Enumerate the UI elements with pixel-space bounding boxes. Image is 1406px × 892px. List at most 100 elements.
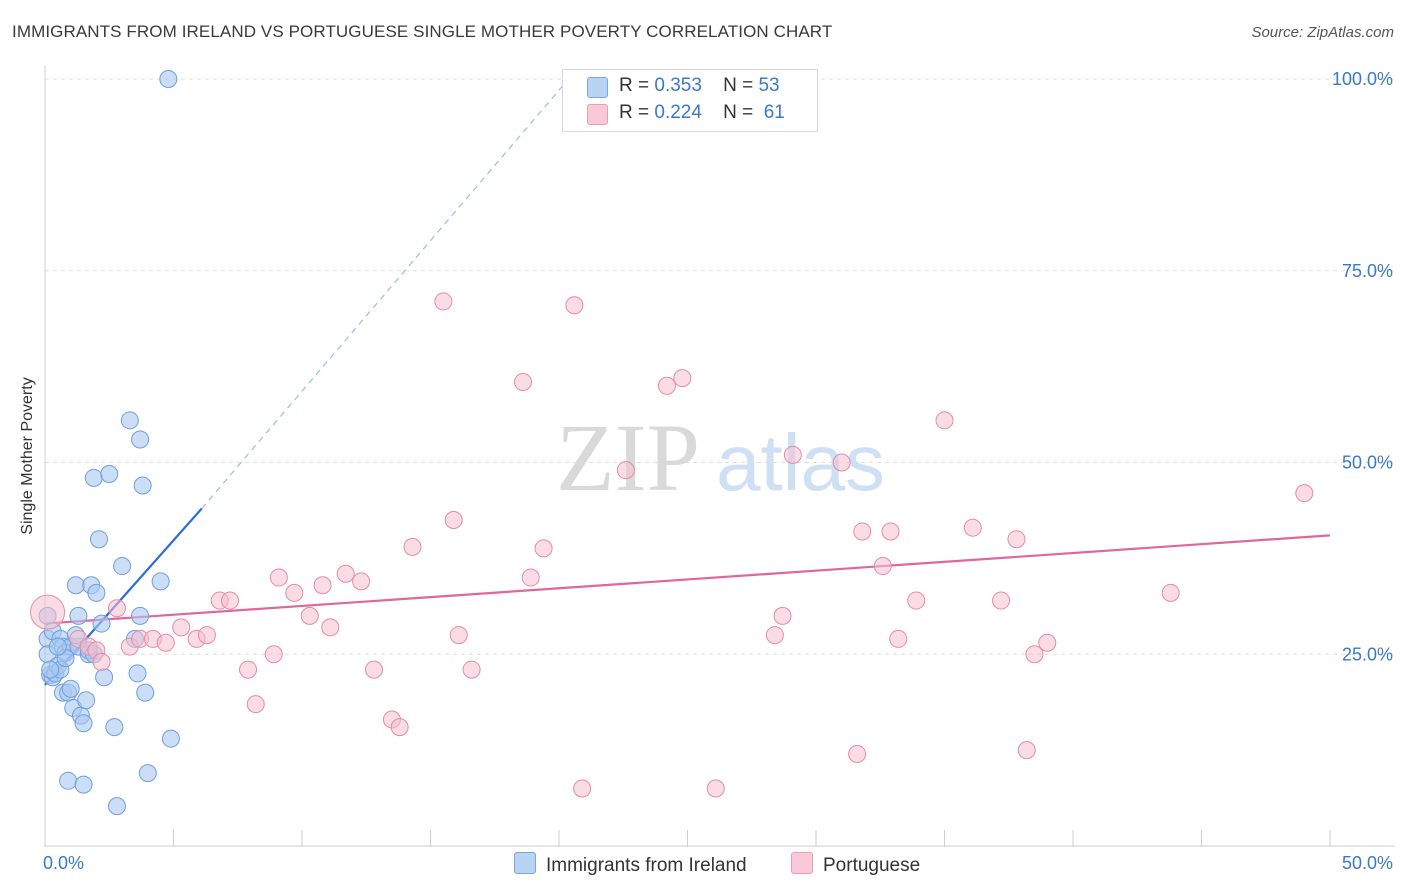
point-immigrants-from-ireland [74, 775, 93, 794]
legend-n-label: N = [723, 75, 754, 96]
point-immigrants-from-ireland [41, 660, 60, 679]
bottom-legend-portuguese: Portuguese [791, 852, 920, 877]
legend-n-value: 53 [758, 75, 780, 96]
point-portuguese [107, 599, 126, 618]
point-portuguese [264, 645, 283, 664]
point-portuguese [992, 591, 1011, 610]
point-immigrants-from-ireland [95, 668, 114, 687]
legend-r-label: R = [619, 75, 650, 96]
point-immigrants-from-ireland [100, 465, 119, 484]
y-tick-label: 75.0% [1342, 261, 1393, 281]
point-immigrants-from-ireland [151, 572, 170, 591]
point-portuguese [92, 652, 111, 671]
point-portuguese [573, 779, 592, 798]
point-portuguese [881, 522, 900, 541]
point-immigrants-from-ireland [136, 683, 155, 702]
legend-r-value: 0.353 [654, 75, 702, 96]
point-portuguese [521, 568, 540, 587]
point-immigrants-from-ireland [128, 664, 147, 683]
bottom-legend-label: Portuguese [823, 855, 921, 876]
bottom-legend-swatch-blue [514, 852, 536, 874]
point-immigrants-from-ireland [105, 718, 124, 737]
point-portuguese [765, 626, 784, 645]
point-portuguese [285, 583, 304, 602]
y-tick-label: 50.0% [1342, 453, 1393, 473]
trend-line-ireland-extrapolated [201, 74, 573, 509]
point-portuguese [1295, 484, 1314, 503]
point-immigrants-from-ireland [107, 797, 126, 816]
point-portuguese [783, 445, 802, 464]
point-immigrants-from-ireland [84, 468, 103, 487]
x-tick-label: 50.0% [1342, 853, 1393, 873]
point-immigrants-from-ireland [131, 430, 150, 449]
point-portuguese [462, 660, 481, 679]
points-portuguese [30, 292, 1314, 798]
point-immigrants-from-ireland [92, 614, 111, 633]
point-portuguese [1017, 741, 1036, 760]
point-portuguese [907, 591, 926, 610]
point-portuguese [706, 779, 725, 798]
point-immigrants-from-ireland [59, 771, 78, 790]
y-tick-label: 100.0% [1332, 69, 1393, 89]
point-immigrants-from-ireland [89, 530, 108, 549]
legend-swatch-blue [587, 77, 608, 98]
point-portuguese [403, 537, 422, 556]
watermark-zip: ZIP [556, 404, 700, 511]
point-portuguese [156, 633, 175, 652]
gridlines [45, 78, 1395, 655]
legend-swatch-pink [587, 104, 608, 125]
bottom-legend-label: Immigrants from Ireland [546, 855, 747, 876]
legend-r-value: 0.224 [654, 102, 702, 123]
point-immigrants-from-ireland [138, 764, 157, 783]
point-portuguese [300, 606, 319, 625]
y-tick-label: 25.0% [1342, 644, 1393, 664]
point-portuguese [321, 618, 340, 637]
x-tick-label: 0.0% [43, 853, 84, 873]
point-portuguese [1038, 633, 1057, 652]
point-portuguese [30, 594, 66, 630]
point-portuguese [534, 539, 553, 558]
point-portuguese [172, 618, 191, 637]
point-immigrants-from-ireland [133, 476, 152, 495]
point-immigrants-from-ireland [66, 576, 85, 595]
point-portuguese [1161, 583, 1180, 602]
stats-legend: R = 0.353 N = 53 R = 0.224 N = 61 [562, 69, 818, 132]
bottom-legend-ireland: Immigrants from Ireland [514, 852, 747, 877]
point-immigrants-from-ireland [120, 411, 139, 430]
point-immigrants-from-ireland [113, 557, 132, 576]
point-portuguese [1025, 645, 1044, 664]
point-immigrants-from-ireland [77, 691, 96, 710]
point-portuguese [565, 296, 584, 315]
points-immigrants-from-ireland [38, 70, 180, 816]
point-immigrants-from-ireland [161, 729, 180, 748]
point-portuguese [873, 557, 892, 576]
legend-n-value: 61 [763, 102, 785, 123]
watermark: ZIP atlas [556, 404, 885, 511]
point-portuguese [444, 511, 463, 530]
point-portuguese [616, 461, 635, 480]
point-portuguese [963, 518, 982, 537]
point-portuguese [832, 453, 851, 472]
point-portuguese [514, 372, 533, 391]
point-portuguese [390, 718, 409, 737]
point-portuguese [269, 568, 288, 587]
point-portuguese [889, 629, 908, 648]
point-immigrants-from-ireland [159, 70, 178, 88]
point-portuguese [449, 626, 468, 645]
point-immigrants-from-ireland [61, 679, 80, 698]
point-portuguese [673, 369, 692, 388]
legend-n-label: N = [723, 102, 754, 123]
point-portuguese [246, 695, 265, 714]
point-portuguese [197, 626, 216, 645]
source-label: Source: ZipAtlas.com [1251, 24, 1394, 41]
point-immigrants-from-ireland [87, 583, 106, 602]
point-portuguese [773, 606, 792, 625]
point-portuguese [313, 576, 332, 595]
point-portuguese [434, 292, 453, 311]
point-portuguese [935, 411, 954, 430]
point-portuguese [336, 564, 355, 583]
point-portuguese [848, 744, 867, 763]
point-immigrants-from-ireland [48, 637, 67, 656]
point-portuguese [352, 572, 371, 591]
